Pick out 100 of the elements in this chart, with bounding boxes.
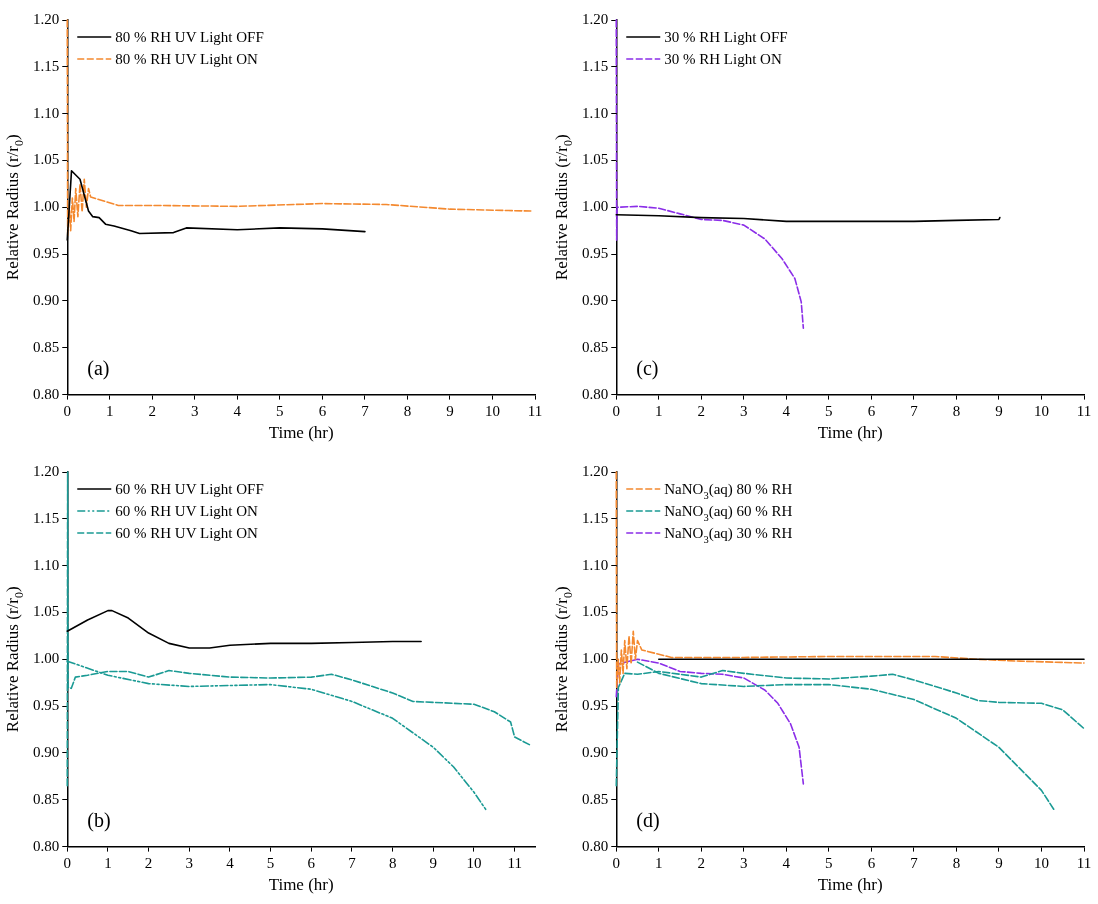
x-tick-label: 2: [148, 402, 157, 419]
x-tick-label: 6: [307, 854, 316, 871]
x-tick-label: 9: [429, 854, 438, 871]
y-tick-label: 1.05: [582, 603, 609, 620]
x-tick-label: 4: [233, 402, 242, 419]
x-tick-label: 9: [995, 402, 1003, 419]
x-tick-label: 1: [104, 854, 112, 871]
x-tick-label: 5: [276, 402, 284, 419]
x-tick-label: 1: [655, 402, 663, 419]
x-tick-label: 3: [740, 402, 748, 419]
x-tick-label: 10: [1033, 854, 1049, 871]
x-tick-label: 10: [466, 854, 482, 871]
x-tick-label: 11: [1076, 854, 1092, 871]
x-tick-label: 7: [910, 854, 919, 871]
y-tick-label: 1.20: [33, 462, 60, 479]
y-tick-label: 1.10: [582, 104, 609, 121]
y-tick-label: 0.95: [582, 697, 609, 714]
x-tick-label: 0: [612, 854, 620, 871]
x-tick-label: 2: [697, 854, 706, 871]
annotation: (d): [636, 808, 660, 832]
y-tick-label: 0.85: [582, 338, 609, 355]
y-tick-label: 1.10: [33, 104, 60, 121]
y-tick-label: 0.90: [33, 743, 60, 760]
annotation: (a): [87, 356, 110, 380]
x-tick-label: 8: [403, 402, 412, 419]
y-tick-label: 1.05: [33, 151, 60, 168]
y-tick-label: 1.00: [33, 198, 60, 215]
y-tick-label: 1.00: [33, 650, 60, 667]
legend-label: 30 % RH Light OFF: [664, 29, 788, 45]
x-tick-label: 4: [782, 854, 791, 871]
legend-label: 80 % RH UV Light OFF: [115, 29, 264, 45]
y-tick-label: 0.95: [582, 245, 609, 262]
x-tick-label: 6: [867, 402, 876, 419]
x-tick-label: 9: [995, 854, 1003, 871]
legend-label: 60 % RH UV Light ON: [115, 503, 259, 519]
y-tick-label: 1.00: [582, 198, 609, 215]
y-axis-title: Relative Radius (r/r0): [3, 134, 27, 281]
x-tick-label: 2: [697, 402, 706, 419]
x-axis-title: Time (hr): [268, 875, 334, 895]
x-axis-title: Time (hr): [817, 423, 883, 443]
x-tick-label: 4: [226, 854, 235, 871]
y-tick-label: 1.05: [582, 151, 609, 168]
x-tick-label: 1: [106, 402, 114, 419]
x-tick-label: 5: [825, 854, 833, 871]
y-tick-label: 0.80: [33, 837, 60, 854]
y-tick-label: 1.20: [582, 462, 609, 479]
y-tick-label: 0.80: [582, 385, 609, 402]
x-tick-label: 6: [318, 402, 327, 419]
annotation: (c): [636, 356, 659, 380]
x-tick-label: 5: [266, 854, 275, 871]
annotation: (b): [87, 808, 111, 832]
x-tick-label: 10: [484, 402, 500, 419]
x-tick-label: 10: [1033, 402, 1049, 419]
y-tick-label: 1.15: [582, 57, 609, 74]
y-tick-label: 1.10: [33, 556, 60, 573]
y-tick-label: 1.15: [33, 57, 60, 74]
y-tick-label: 1.00: [582, 650, 609, 667]
y-tick-label: 1.20: [582, 10, 609, 27]
y-tick-label: 0.85: [33, 338, 60, 355]
y-tick-label: 0.80: [582, 837, 609, 854]
x-axis-title: Time (hr): [268, 423, 334, 443]
x-tick-label: 8: [952, 402, 961, 419]
x-tick-label: 0: [63, 402, 71, 419]
x-tick-label: 9: [446, 402, 454, 419]
x-tick-label: 7: [361, 402, 370, 419]
legend-label: 60 % RH UV Light ON: [115, 525, 259, 541]
x-tick-label: 11: [1076, 402, 1092, 419]
y-axis-title: Relative Radius (r/r0): [552, 586, 576, 733]
y-tick-label: 1.15: [33, 509, 60, 526]
y-tick-label: 0.90: [582, 291, 609, 308]
x-tick-label: 11: [527, 402, 543, 419]
x-tick-label: 8: [952, 854, 961, 871]
x-tick-label: 1: [655, 854, 663, 871]
x-tick-label: 2: [144, 854, 153, 871]
y-tick-label: 0.90: [33, 291, 60, 308]
x-tick-label: 0: [612, 402, 620, 419]
y-tick-label: 0.80: [33, 385, 60, 402]
x-tick-label: 5: [825, 402, 833, 419]
y-tick-label: 0.85: [582, 790, 609, 807]
x-tick-label: 3: [740, 854, 748, 871]
y-axis-title: Relative Radius (r/r0): [3, 586, 27, 733]
x-tick-label: 7: [348, 854, 357, 871]
x-tick-label: 4: [782, 402, 791, 419]
y-tick-label: 0.90: [582, 743, 609, 760]
legend-label: 80 % RH UV Light ON: [115, 51, 259, 67]
x-tick-label: 3: [191, 402, 199, 419]
y-tick-label: 1.20: [33, 10, 60, 27]
x-tick-label: 6: [867, 854, 876, 871]
y-tick-label: 0.95: [33, 697, 60, 714]
y-tick-label: 0.85: [33, 790, 60, 807]
x-axis-title: Time (hr): [817, 875, 883, 895]
y-axis-title: Relative Radius (r/r0): [552, 134, 576, 281]
x-tick-label: 8: [388, 854, 397, 871]
x-tick-label: 11: [507, 854, 522, 871]
y-tick-label: 1.10: [582, 556, 609, 573]
y-tick-label: 0.95: [33, 245, 60, 262]
x-tick-label: 0: [63, 854, 71, 871]
legend-label: 60 % RH UV Light OFF: [115, 481, 264, 497]
x-tick-label: 7: [910, 402, 919, 419]
legend-label: 30 % RH Light ON: [664, 51, 782, 67]
